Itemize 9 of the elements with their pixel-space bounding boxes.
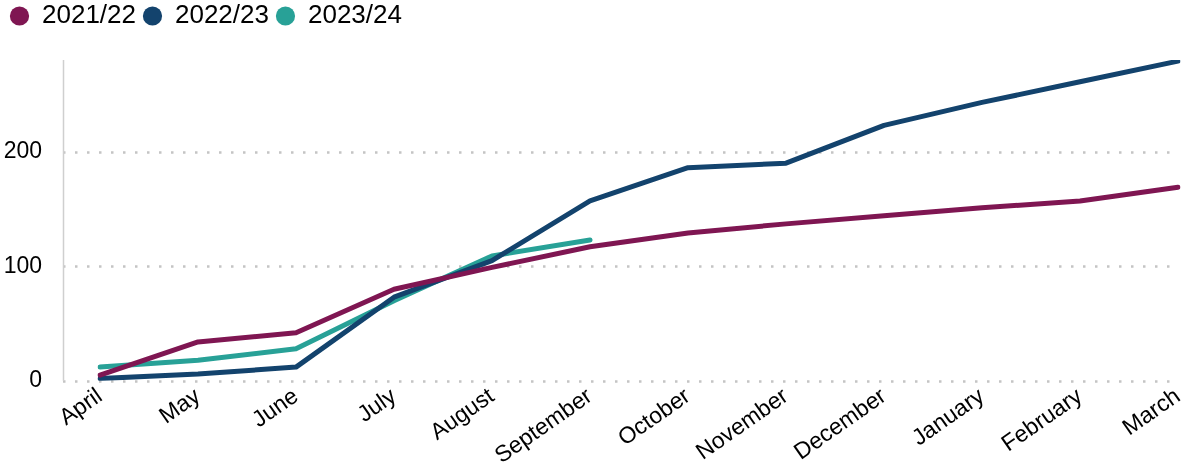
legend-label: 2023/24: [307, 0, 402, 30]
y-tick-label: 0: [29, 366, 42, 393]
x-tick-label: July: [352, 381, 401, 427]
x-tick-label: May: [154, 381, 205, 429]
legend-label: 2022/23: [174, 0, 269, 30]
legend-label: 2021/22: [42, 0, 136, 30]
y-tick-label: 200: [3, 137, 42, 164]
x-tick-label: June: [246, 382, 303, 433]
y-tick-label: 100: [3, 251, 42, 278]
